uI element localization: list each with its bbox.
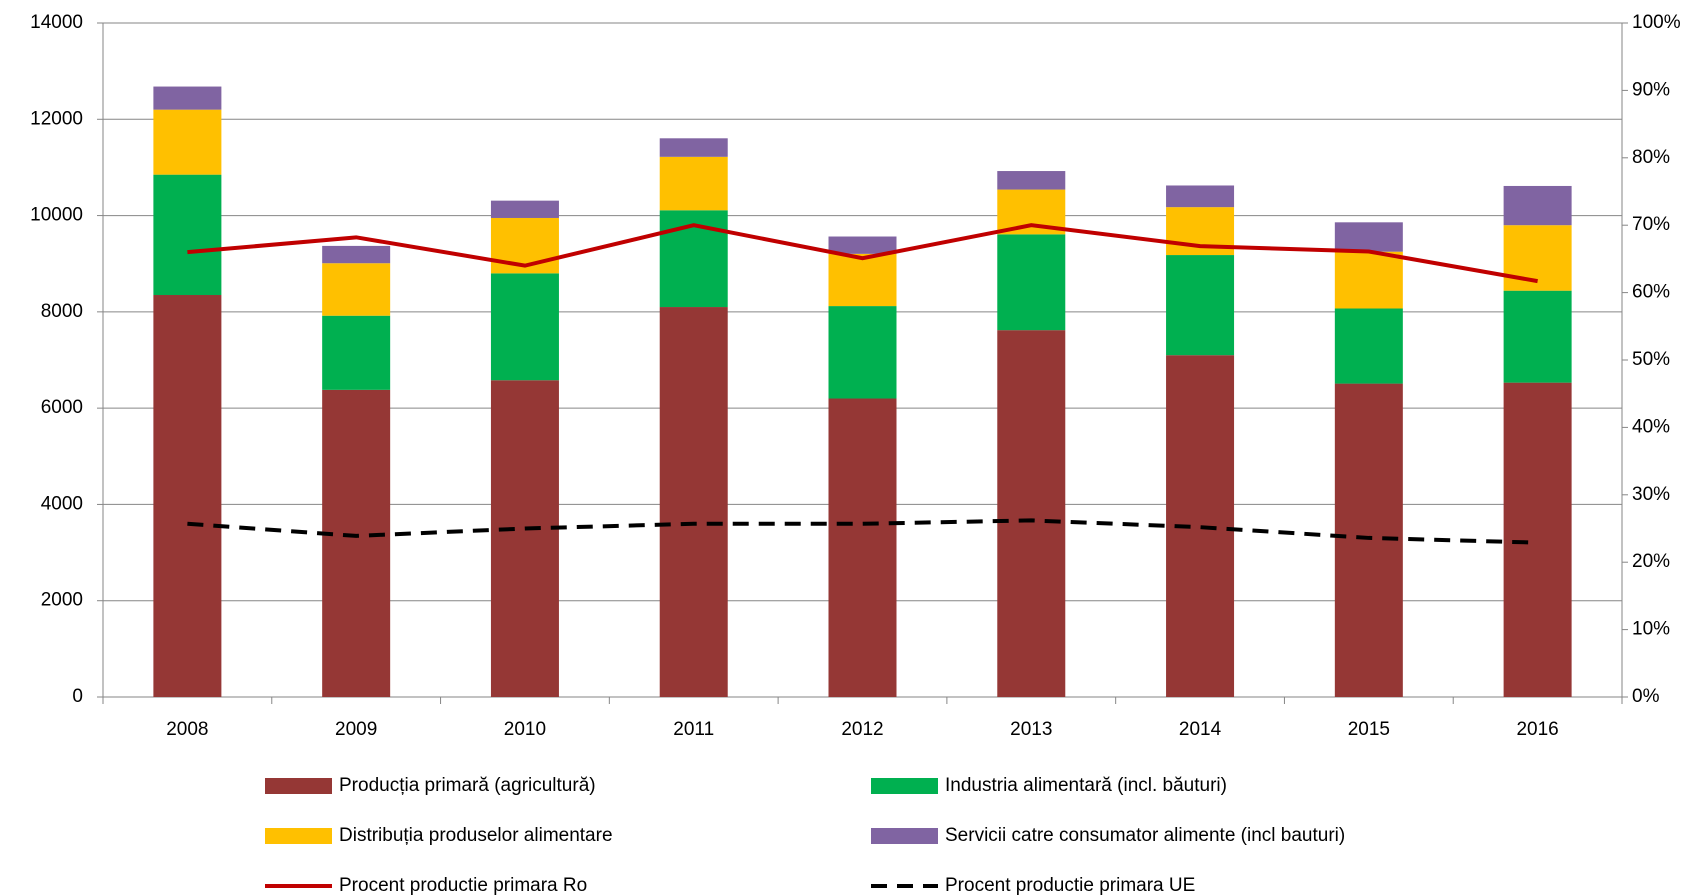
x-tick-label: 2011 (673, 719, 714, 740)
bar-segment (322, 263, 391, 316)
line-series (187, 518, 1538, 545)
legend-label: Servicii catre consumator alimente (incl… (945, 825, 1345, 846)
y2-tick-label: 0% (1632, 686, 1660, 707)
legend-label: Procent productie primara UE (945, 875, 1195, 896)
bar-segment (490, 273, 559, 381)
bar-segment (659, 307, 728, 697)
x-tick-label: 2016 (1516, 719, 1558, 740)
bar-segment (153, 174, 222, 296)
bar-segment (322, 389, 391, 697)
bar-segment (997, 171, 1066, 190)
bar-segment (153, 86, 222, 110)
x-tick-label: 2015 (1348, 719, 1390, 740)
bar-segment (828, 306, 897, 399)
y-tick-label: 0 (72, 686, 83, 707)
legend-swatch (265, 778, 332, 794)
x-tick-label: 2013 (1010, 719, 1052, 740)
x-tick-label: 2010 (504, 719, 546, 740)
bar-segment (1503, 185, 1572, 226)
y-tick-label: 2000 (41, 590, 83, 611)
bar-segment (490, 380, 559, 697)
line-series (187, 223, 1538, 284)
y-tick-label: 10000 (30, 205, 83, 226)
legend-swatch (871, 778, 938, 794)
y2-tick-label: 30% (1632, 484, 1670, 505)
x-tick-label: 2014 (1179, 719, 1222, 740)
legend-swatch (265, 828, 332, 844)
y2-tick-label: 50% (1632, 349, 1670, 370)
bar-segment (322, 315, 391, 390)
x-tick-label: 2009 (335, 719, 377, 740)
legend-label: Producția primară (agricultură) (339, 775, 596, 796)
bar-segment (322, 245, 391, 264)
bar-segment (1166, 255, 1235, 356)
bar-segment (1503, 290, 1572, 383)
y2-tick-label: 10% (1632, 619, 1670, 640)
y-tick-label: 12000 (30, 108, 83, 129)
legend-label: Procent productie primara Ro (339, 875, 587, 896)
y2-tick-label: 20% (1632, 551, 1670, 572)
y2-tick-label: 100% (1632, 12, 1681, 33)
bar-segment (997, 234, 1066, 331)
legend-label: Distribuția produselor alimentare (339, 825, 613, 846)
bar-segment (997, 330, 1066, 697)
bar-segment (828, 236, 897, 254)
x-tick-label: 2012 (841, 719, 883, 740)
y2-tick-label: 60% (1632, 282, 1670, 303)
x-tick-label: 2008 (166, 719, 208, 740)
bar-segment (153, 295, 222, 697)
y-tick-label: 6000 (41, 397, 83, 418)
y2-tick-label: 80% (1632, 147, 1670, 168)
bar-segment (1334, 308, 1403, 384)
y-tick-label: 14000 (30, 12, 83, 33)
bar-segment (1334, 222, 1403, 252)
bar-segment (1334, 251, 1403, 309)
legend-swatch (871, 828, 938, 844)
y2-tick-label: 40% (1632, 416, 1670, 437)
bar-segment (659, 156, 728, 211)
bar-segment (828, 253, 897, 307)
bar-segment (153, 109, 222, 175)
bar-segment (1166, 185, 1235, 208)
y2-tick-label: 90% (1632, 79, 1670, 100)
bar-segment (1503, 382, 1572, 697)
legend-label: Industria alimentară (incl. băuturi) (945, 775, 1227, 796)
bar-segment (828, 398, 897, 697)
bar-segment (659, 138, 728, 157)
y-tick-label: 8000 (41, 301, 83, 322)
bar-segment (490, 200, 559, 218)
y-tick-label: 4000 (41, 493, 83, 514)
y2-tick-label: 70% (1632, 214, 1670, 235)
